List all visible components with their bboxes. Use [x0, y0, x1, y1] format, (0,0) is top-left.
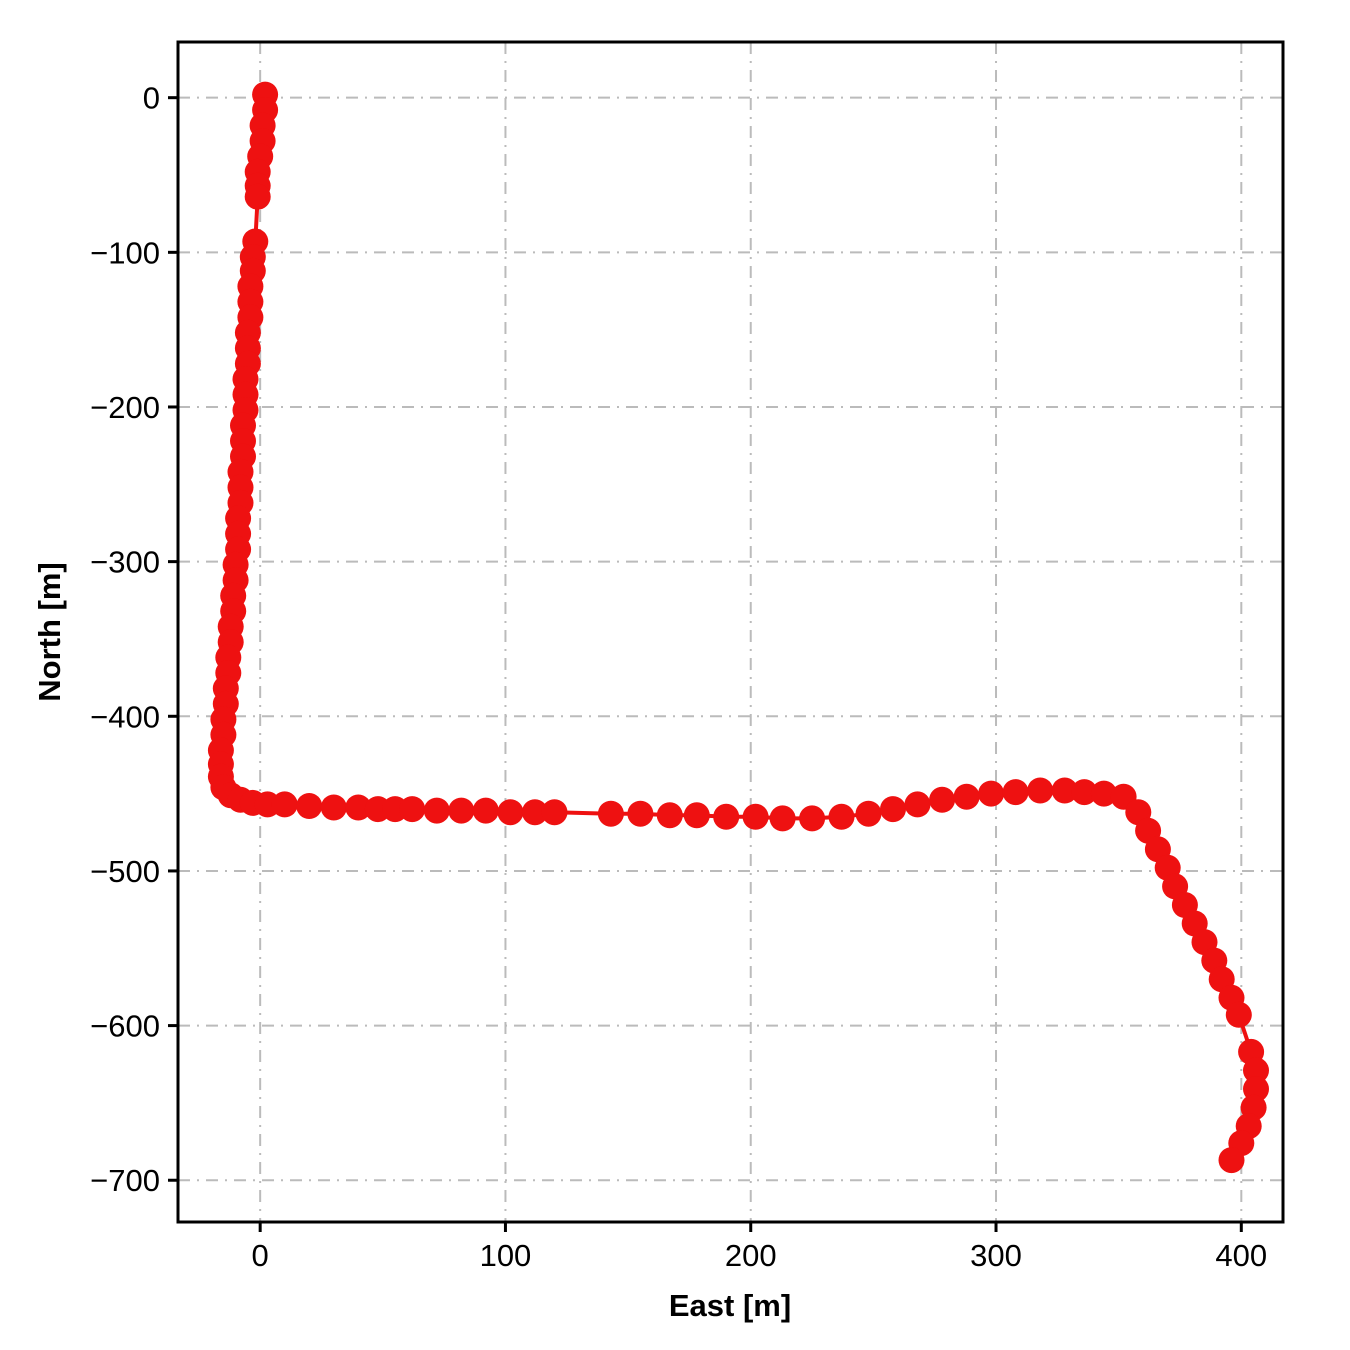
data-point — [345, 794, 372, 821]
data-point — [1051, 777, 1078, 804]
data-point — [799, 805, 826, 832]
data-point — [271, 791, 298, 818]
x-tick-label: 100 — [480, 1238, 532, 1273]
x-tick-label: 400 — [1215, 1238, 1267, 1273]
data-point — [399, 796, 426, 823]
data-point — [713, 803, 740, 830]
data-point — [1090, 780, 1117, 807]
data-point — [855, 800, 882, 827]
data-point — [683, 802, 710, 829]
data-point — [1243, 1057, 1269, 1084]
x-axis-label: East [m] — [669, 1288, 791, 1323]
x-tick-label: 200 — [725, 1238, 777, 1273]
data-point — [597, 800, 624, 827]
data-point — [1218, 1147, 1245, 1174]
plot-border — [176, 40, 1285, 1224]
y-tick-label: 0 — [143, 81, 160, 116]
grid-layer — [178, 42, 1283, 1222]
data-point — [627, 800, 654, 827]
data-point — [904, 791, 931, 818]
data-point — [656, 802, 683, 829]
data-point — [541, 799, 568, 826]
y-axis-label: North [m] — [32, 562, 67, 701]
x-tick-label: 0 — [252, 1238, 269, 1273]
data-point — [828, 803, 855, 830]
axes-layer: 0 100 200 300 400 0 −100 −200 −300 −400 −500 −600 −7… — [90, 40, 1285, 1273]
data-point — [742, 803, 769, 830]
y-tick-label: −500 — [90, 854, 160, 889]
y-tick-label: −700 — [90, 1163, 160, 1198]
data-point — [1071, 779, 1098, 806]
data-point — [953, 783, 980, 810]
x-tick-label: 300 — [970, 1238, 1022, 1273]
data-point — [978, 780, 1005, 807]
data-point — [448, 797, 475, 824]
plot-background — [178, 42, 1283, 1222]
y-tick-label: −200 — [90, 390, 160, 425]
data-point — [472, 797, 499, 824]
y-tick-label: −600 — [90, 1009, 160, 1044]
data-point — [880, 796, 906, 823]
y-tick-label: −300 — [90, 545, 160, 580]
y-tick-label: −100 — [90, 235, 160, 270]
data-point — [1002, 779, 1029, 806]
data-point — [1225, 1001, 1252, 1028]
data-layer — [207, 81, 1269, 1174]
data-point — [1027, 777, 1054, 804]
data-point — [244, 183, 271, 210]
data-point — [497, 799, 524, 826]
y-tick-label: −400 — [90, 699, 160, 734]
data-point — [769, 805, 796, 832]
data-point — [423, 797, 450, 824]
data-point — [320, 794, 347, 821]
data-point — [521, 799, 548, 826]
data-point — [929, 786, 956, 813]
data-point — [296, 793, 323, 819]
